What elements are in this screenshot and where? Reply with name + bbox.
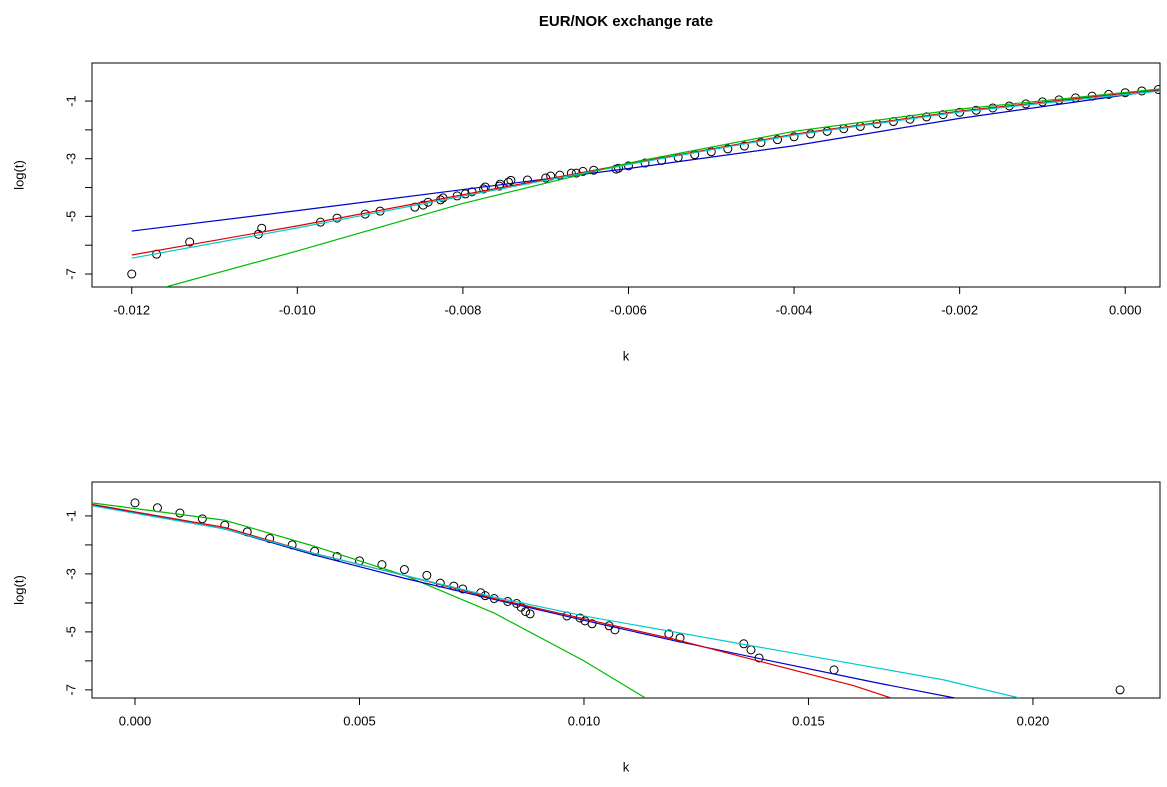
point — [546, 171, 556, 181]
x-tick-label: 0.000 — [1109, 302, 1142, 317]
point — [739, 141, 749, 151]
x-tick-label: -0.008 — [444, 302, 481, 317]
y-axis-label: log(t) — [11, 575, 26, 605]
y-tick-label: -1 — [63, 95, 78, 107]
point — [506, 175, 516, 185]
point — [422, 570, 432, 580]
fit-line — [165, 88, 1160, 287]
fit-line — [92, 503, 892, 698]
fit-line — [131, 89, 1160, 232]
point — [410, 202, 420, 212]
plot-area — [92, 498, 1125, 698]
point — [521, 607, 531, 617]
point — [1115, 685, 1125, 695]
chart-title: EUR/NOK exchange rate — [539, 13, 713, 30]
x-tick-label: -0.006 — [610, 302, 647, 317]
x-tick-label: -0.002 — [941, 302, 978, 317]
y-tick-label: -3 — [63, 568, 78, 580]
fit-line — [92, 502, 646, 698]
x-tick-label: 0.005 — [343, 713, 376, 728]
plot-frame — [91, 481, 1161, 699]
plot-area — [127, 85, 1160, 287]
point — [555, 170, 565, 180]
point — [623, 161, 633, 171]
point — [829, 665, 839, 675]
point — [185, 237, 195, 247]
point — [789, 132, 799, 142]
point — [130, 498, 140, 508]
point — [640, 158, 650, 168]
y-tick-label: -5 — [63, 211, 78, 223]
plot-frame — [91, 62, 1161, 288]
y-tick-label: -3 — [63, 153, 78, 165]
point — [773, 135, 783, 145]
x-tick-label: -0.012 — [113, 302, 150, 317]
x-axis-label: k — [623, 348, 630, 363]
x-tick-label: 0.020 — [1017, 713, 1050, 728]
x-axis-label: k — [623, 759, 630, 774]
point — [756, 138, 766, 148]
fit-line — [92, 504, 955, 698]
fit-line — [92, 505, 1020, 698]
point — [175, 508, 185, 518]
x-tick-label: -0.010 — [279, 302, 316, 317]
point — [479, 184, 489, 194]
y-tick-label: -1 — [63, 510, 78, 522]
x-tick-label: 0.015 — [792, 713, 825, 728]
point — [399, 565, 409, 575]
point — [746, 645, 756, 655]
y-axis-label: log(t) — [11, 160, 26, 190]
point — [257, 223, 267, 233]
point — [197, 514, 207, 524]
x-tick-label: 0.010 — [568, 713, 601, 728]
x-tick-label: 0.000 — [119, 713, 152, 728]
point — [614, 163, 624, 173]
point — [723, 144, 733, 154]
y-tick-label: -7 — [63, 684, 78, 696]
point — [587, 619, 597, 629]
x-tick-label: -0.004 — [776, 302, 813, 317]
y-tick-label: -7 — [63, 268, 78, 280]
point — [503, 177, 513, 187]
fit-line — [131, 90, 1160, 259]
point — [452, 191, 462, 201]
point — [127, 269, 137, 279]
point — [706, 147, 716, 157]
point — [525, 609, 535, 619]
y-tick-label: -5 — [63, 626, 78, 638]
